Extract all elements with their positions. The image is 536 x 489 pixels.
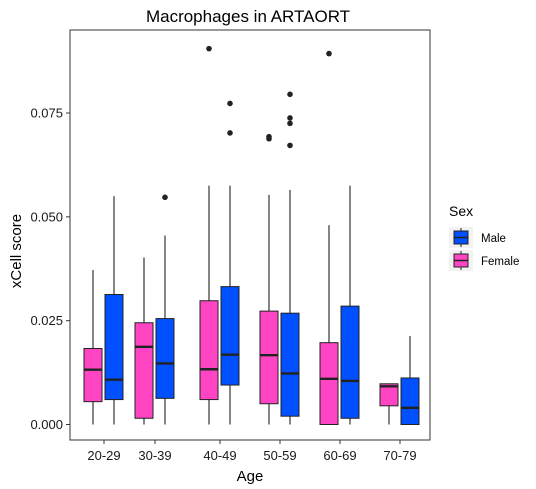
y-tick-label: 0.025 (30, 313, 63, 328)
y-tick-label: 0.000 (30, 417, 63, 432)
box-series (83, 45, 420, 425)
outlier-point (227, 130, 233, 136)
box (104, 294, 124, 401)
y-axis: 0.000 0.025 0.050 0.075 (30, 106, 70, 432)
x-tick-label: 60-69 (323, 448, 356, 463)
chart-title: Macrophages in ARTAORT (146, 7, 350, 26)
male-box (104, 196, 124, 425)
box (379, 383, 399, 407)
x-tick-label: 70-79 (383, 448, 416, 463)
legend-label-female: Female (481, 256, 519, 268)
box (400, 377, 420, 425)
box (280, 312, 300, 417)
x-tick-label: 20-29 (87, 448, 120, 463)
box (134, 322, 154, 419)
box (199, 300, 219, 401)
legend: Sex Male Female (449, 203, 519, 271)
male-box (220, 100, 240, 425)
female-box (134, 257, 154, 425)
outlier-point (287, 142, 293, 149)
x-axis-title: Age (237, 468, 264, 485)
male-box (340, 185, 360, 425)
female-box (319, 50, 339, 425)
outlier-point (206, 45, 212, 52)
outlier-point (227, 100, 233, 107)
box (155, 318, 175, 399)
female-box (259, 133, 279, 425)
outlier-point (287, 120, 293, 127)
box (340, 305, 360, 419)
x-tick-label: 50-59 (263, 448, 296, 463)
y-axis-title: xCell score (8, 214, 25, 288)
outlier-point (266, 135, 272, 142)
box (259, 310, 279, 405)
box (83, 347, 103, 403)
legend-title: Sex (449, 203, 473, 219)
plot-panel (69, 29, 431, 441)
box (319, 342, 339, 425)
male-box (400, 336, 420, 425)
y-tick-label: 0.050 (30, 209, 63, 224)
x-axis: 20-29 30-39 40-49 50-59 60-69 70-79 (87, 440, 417, 463)
box (220, 286, 240, 386)
y-tick-label: 0.075 (30, 106, 63, 121)
x-tick-label: 40-49 (203, 448, 236, 463)
x-tick-label: 30-39 (138, 448, 171, 463)
outlier-point (162, 194, 168, 201)
legend-label-male: Male (481, 233, 506, 245)
outlier-point (287, 91, 293, 98)
male-box (155, 194, 175, 425)
female-box (83, 269, 103, 425)
female-box (379, 383, 399, 425)
female-box (199, 45, 219, 425)
male-box (280, 91, 300, 425)
outlier-point (287, 115, 293, 121)
outlier-point (326, 50, 332, 57)
